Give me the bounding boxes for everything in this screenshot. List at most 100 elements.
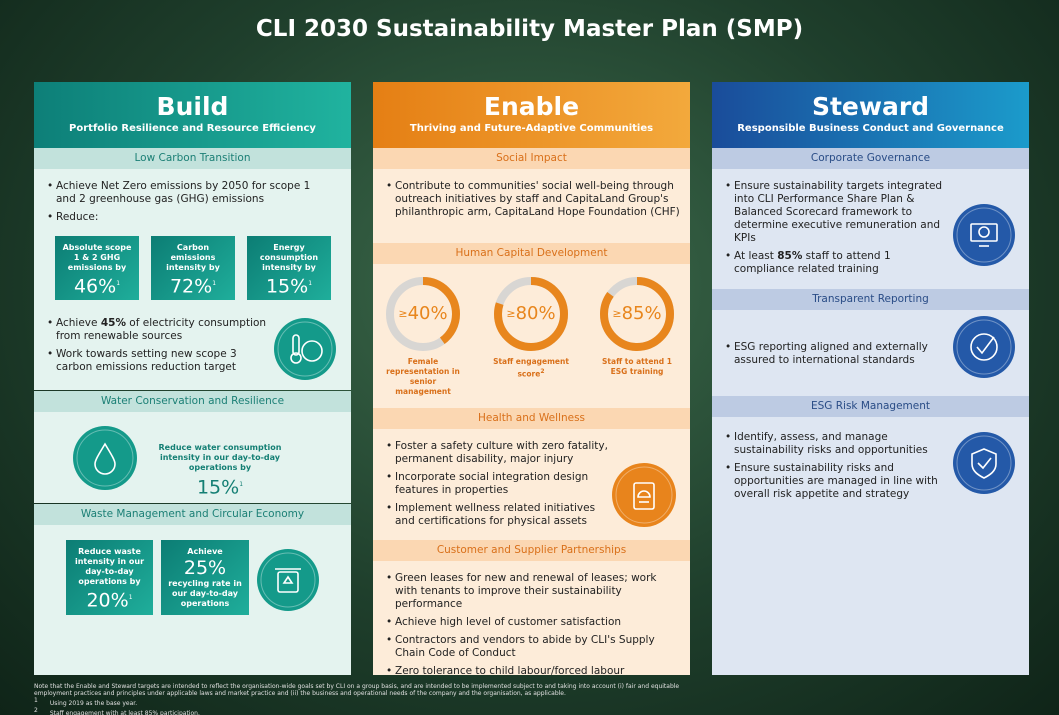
footnote: 2 Staff engagement with at least 85% part…	[34, 707, 694, 715]
column-title: Enable	[483, 92, 580, 121]
value: 15%	[265, 275, 309, 298]
footnote-mark: 1	[34, 697, 38, 704]
column-header: Enable Thriving and Future-Adaptive Commu…	[373, 82, 690, 148]
tile-value: 20%1	[70, 587, 149, 611]
text: ESG reporting aligned and externally ass…	[734, 341, 928, 366]
tile-value: 72%1	[155, 273, 231, 297]
bullet: Work towards setting new scope 3 carbon …	[47, 348, 272, 374]
target-tile: Absolute scope 1 & 2 GHG emissions by 46%…	[55, 236, 139, 300]
footnote-mark: 1	[212, 280, 217, 287]
icon	[953, 316, 1015, 378]
icon	[257, 549, 319, 611]
section-heading: Human Capital Development	[455, 247, 608, 259]
bullet: Incorporate social integration design fe…	[386, 471, 616, 497]
footnote: 1 Using 2019 as the base year.	[34, 697, 694, 707]
section-bar: Human Capital Development	[373, 243, 690, 264]
bullet: Achieve high level of customer satisfact…	[386, 616, 681, 629]
footnote-mark: 1	[128, 594, 133, 601]
section-heading: Transparent Reporting	[812, 293, 929, 305]
section-bar: Transparent Reporting	[712, 289, 1029, 310]
text: Green leases for new and renewal of leas…	[395, 572, 657, 610]
prefix: ≥	[506, 307, 516, 320]
water-value: 15%1	[140, 473, 300, 499]
section-heading: Health and Wellness	[477, 412, 586, 424]
tile-label: Absolute scope 1 & 2 GHG emissions by	[62, 243, 132, 272]
bullet: Green leases for new and renewal of leas…	[386, 572, 681, 611]
column-title: Build	[156, 92, 229, 121]
bullet-list: Ensure sustainability targets integrated…	[725, 180, 950, 281]
prefix: ≥	[612, 307, 622, 320]
bold-text: 45%	[100, 317, 126, 329]
icon	[612, 463, 676, 527]
tile-label: Energy consumption intensity by	[259, 243, 319, 272]
text: Ensure sustainability targets integrated…	[734, 180, 943, 244]
icon	[953, 204, 1015, 266]
section-heading: ESG Risk Management	[810, 400, 931, 412]
section-heading: Corporate Governance	[810, 152, 931, 164]
column-subtitle: Thriving and Future-Adaptive Communities	[409, 123, 654, 134]
section-bar: Customer and Supplier Partnerships	[373, 540, 690, 561]
section-bar: Waste Management and Circular Economy	[34, 504, 351, 525]
bullet: Identify, assess, and manage sustainabil…	[725, 431, 950, 457]
bullet: Achieve 45% of electricity consumption f…	[47, 317, 272, 343]
bullet: Foster a safety culture with zero fatali…	[386, 440, 616, 466]
section-heading: Water Conservation and Resilience	[100, 395, 285, 407]
label: Female representation in senior manageme…	[386, 357, 460, 396]
bullet: Ensure sustainability risks and opportun…	[725, 462, 950, 501]
text: Ensure sustainability risks and opportun…	[734, 462, 938, 500]
section-bar: Corporate Governance	[712, 148, 1029, 169]
water-text: Reduce water consumption intensity in ou…	[140, 443, 300, 498]
ring-arc	[386, 277, 460, 351]
tile-label: Achieve	[187, 547, 223, 556]
section-bar: Water Conservation and Resilience	[34, 391, 351, 412]
footnote-mark: 2	[34, 707, 38, 714]
text: Achieve	[56, 317, 101, 329]
text: staff to attend 1 compliance related tra…	[734, 250, 891, 275]
section-body	[373, 264, 690, 408]
bullet: Ensure sustainability targets integrated…	[725, 180, 950, 245]
bold-text: 85%	[777, 250, 803, 262]
target-tile: Reduce waste intensity in our day-to-day…	[66, 540, 153, 615]
bullet: Achieve Net Zero emissions by 2050 for s…	[47, 180, 317, 206]
section-heading: Waste Management and Circular Economy	[80, 508, 305, 520]
text: of electricity consumption from renewabl…	[56, 317, 267, 342]
tile-value: 46%1	[59, 273, 135, 297]
bullet-list: Green leases for new and renewal of leas…	[386, 572, 681, 683]
tile-value: 15%1	[251, 273, 327, 297]
icon	[73, 426, 137, 490]
ring	[386, 277, 460, 351]
section-bar: Low Carbon Transition	[34, 148, 351, 169]
ring-label: Staff engagement score2	[493, 357, 569, 397]
icon	[953, 432, 1015, 494]
bullet: Contribute to communities' social well-b…	[386, 180, 681, 219]
section-heading: Low Carbon Transition	[134, 152, 251, 164]
text: Contribute to communities' social well-b…	[395, 180, 680, 218]
column-header: Steward Responsible Business Conduct and …	[712, 82, 1029, 148]
target-tile: Energy consumption intensity by 15%1	[247, 236, 331, 300]
column-subtitle: Responsible Business Conduct and Governa…	[737, 123, 1004, 134]
text: At least	[734, 250, 778, 262]
text: Implement wellness related initiatives a…	[395, 502, 596, 527]
bullet-list: Contribute to communities' social well-b…	[386, 180, 681, 224]
bullet: At least 85% staff to attend 1 complianc…	[725, 250, 950, 276]
footnote-mark: 1	[239, 481, 244, 488]
value: 72%	[169, 275, 213, 298]
section-bar: ESG Risk Management	[712, 396, 1029, 417]
bullet: Zero tolerance to child labour/forced la…	[386, 665, 681, 678]
bullet-list: Identify, assess, and manage sustainabil…	[725, 431, 950, 506]
section-heading: Customer and Supplier Partnerships	[436, 544, 627, 556]
page-title: CLI 2030 Sustainability Master Plan (SMP…	[255, 16, 804, 42]
label: Staff to attend 1 ESG training	[602, 357, 672, 376]
text: Work towards setting new scope 3 carbon …	[56, 348, 237, 373]
bullet: ESG reporting aligned and externally ass…	[725, 341, 950, 367]
footnotes: Note that the Enable and Steward targets…	[34, 683, 694, 715]
ring	[494, 277, 568, 351]
ring-value: ≥85%	[597, 300, 677, 328]
value: 46%	[73, 275, 117, 298]
ring-value: ≥40%	[383, 300, 463, 328]
target-tile: Carbon emissions intensity by 72%1	[151, 236, 235, 300]
tile-value: 25%	[183, 557, 227, 579]
ring-value: ≥80%	[491, 300, 571, 328]
footnote-text: Staff engagement with at least 85% parti…	[49, 710, 200, 715]
